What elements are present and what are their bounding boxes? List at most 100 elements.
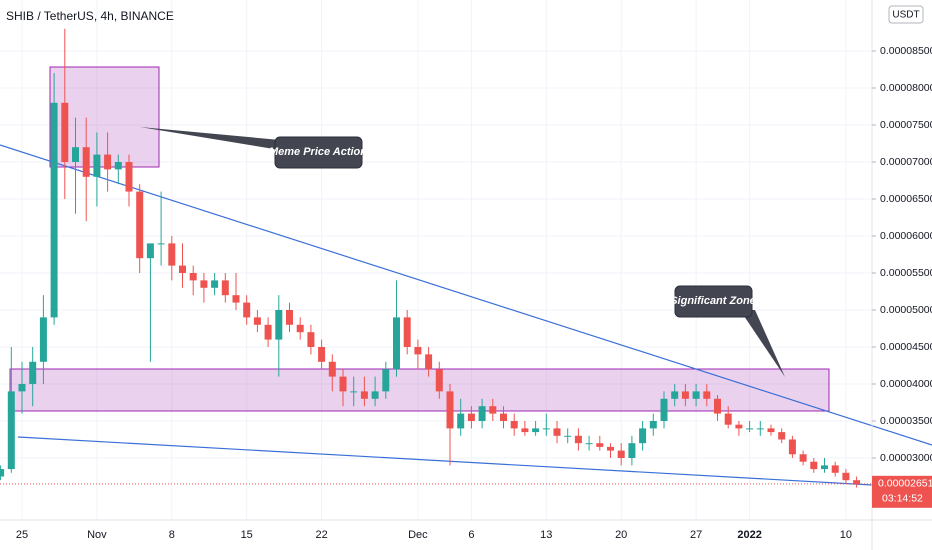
x-tick-label: 10	[840, 529, 852, 541]
candle-body	[371, 391, 379, 399]
x-tick-label: 27	[690, 529, 702, 541]
candle-body	[746, 428, 754, 430]
candle-body	[275, 309, 283, 340]
candle-body	[425, 354, 433, 370]
candle-body	[521, 428, 529, 433]
x-tick-label: 2022	[737, 529, 761, 541]
candle-body	[72, 147, 79, 162]
x-tick-label: 22	[315, 529, 327, 541]
candle-body	[286, 309, 293, 325]
candle-body	[853, 480, 861, 484]
significant-zone	[9, 368, 830, 412]
candle-body	[39, 317, 47, 362]
candle-body	[93, 154, 101, 177]
candle-body	[553, 428, 561, 436]
trendline	[0, 144, 932, 446]
candle-body	[500, 413, 507, 421]
candle-body	[18, 383, 26, 392]
candle-body	[788, 439, 796, 455]
candle-body	[243, 302, 251, 318]
annotation: Meme Price Action	[269, 146, 367, 158]
x-tick-label: Dec	[408, 529, 428, 541]
callout-box	[274, 136, 363, 169]
candle-body	[724, 413, 732, 425]
candle-body	[467, 413, 475, 421]
candle-body	[703, 391, 711, 399]
candle-body	[628, 443, 636, 458]
candle-body	[403, 317, 411, 347]
candle-body	[104, 154, 112, 170]
currency: USDT	[892, 10, 919, 21]
x-tick-label: 6	[468, 529, 474, 541]
candle-body	[478, 406, 486, 421]
annotation: Significant Zone	[670, 295, 756, 307]
candle-body	[831, 465, 839, 473]
candle-body	[810, 461, 818, 470]
x-tick-label: 20	[615, 529, 627, 541]
candle-body	[435, 369, 443, 392]
candle-body	[564, 435, 572, 437]
candle-body	[264, 324, 272, 340]
x-tick-label: Nov	[87, 529, 107, 541]
candle-body	[114, 161, 122, 170]
last-price: 0.00002651	[878, 478, 932, 490]
callout-pointer	[140, 127, 280, 150]
candle-body	[189, 272, 197, 281]
candle-body	[382, 369, 390, 392]
candle-body	[821, 465, 828, 470]
candle-body	[221, 280, 229, 296]
candle-body	[799, 454, 807, 462]
candle-body	[50, 102, 58, 318]
y-tick-label: 0.00007000	[880, 156, 932, 168]
x-tick-label: 8	[169, 529, 175, 541]
candle-body	[146, 243, 154, 259]
callout-pointer	[740, 310, 785, 377]
candle-body	[735, 424, 743, 429]
candle-body	[692, 391, 700, 399]
y-tick-label: 0.00008500	[880, 45, 932, 57]
candle-body	[756, 428, 764, 430]
candle-body	[0, 469, 5, 477]
candle-body	[29, 361, 37, 384]
candle-body	[585, 443, 593, 445]
callout-box	[674, 285, 753, 318]
candle-body	[767, 428, 775, 433]
candle-body	[253, 317, 261, 325]
y-tick-label: 0.00005000	[880, 304, 932, 316]
candle-body	[489, 406, 497, 414]
candle-body	[296, 324, 304, 333]
y-tick-label: 0.00003500	[880, 415, 932, 427]
candle-body	[61, 102, 69, 162]
chart-title: SHIB / TetherUS, 4h, BINANCE	[6, 9, 174, 23]
y-tick-label: 0.00004000	[880, 378, 932, 390]
candle-body	[639, 428, 647, 444]
candle-body	[649, 420, 657, 429]
candle-body	[596, 443, 604, 447]
candle-body	[168, 243, 176, 266]
last-price-badge	[872, 475, 932, 508]
candle-body	[446, 391, 454, 429]
candle-body	[457, 413, 465, 429]
y-tick-label: 0.00003000	[880, 452, 932, 464]
trendline	[17, 436, 873, 486]
currency-badge[interactable]	[888, 5, 924, 24]
candle-body	[607, 446, 614, 451]
candle-body	[307, 332, 315, 347]
y-tick-label: 0.00006000	[880, 230, 932, 242]
candle-body	[360, 391, 368, 399]
candle-body	[125, 161, 133, 192]
candle-body	[179, 265, 186, 273]
candle-body	[318, 346, 326, 362]
y-tick-label: 0.00006500	[880, 193, 932, 205]
candle-body	[157, 243, 165, 245]
candle-body	[681, 391, 689, 399]
candle-body	[339, 376, 347, 392]
candle-body	[532, 428, 540, 433]
countdown: 03:14:52	[882, 493, 923, 505]
candle-body	[842, 472, 850, 481]
y-tick-label: 0.00005500	[880, 267, 932, 279]
candle-body	[660, 398, 668, 421]
candle-body	[7, 391, 15, 470]
candle-body	[542, 428, 550, 430]
